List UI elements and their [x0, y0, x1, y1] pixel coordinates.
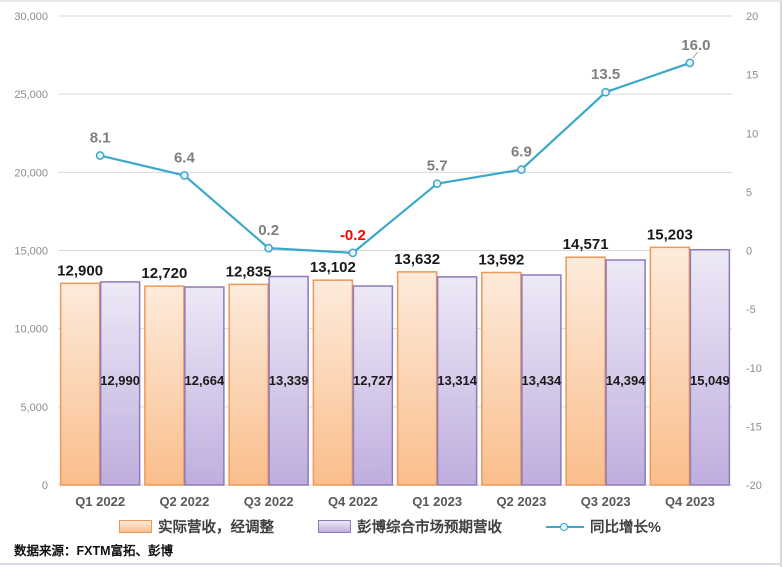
svg-text:20: 20 [746, 11, 758, 23]
actual-revenue-bar-swatch-icon [119, 520, 153, 533]
svg-text:Q4 2022: Q4 2022 [328, 494, 378, 509]
svg-text:-5: -5 [746, 304, 756, 316]
svg-text:-20: -20 [746, 480, 762, 492]
chart-legend: 实际营收，经调整 彭博综合市场预期营收 同比增长% [0, 516, 780, 537]
svg-text:12,900: 12,900 [57, 262, 103, 279]
svg-text:Q1 2022: Q1 2022 [75, 494, 125, 509]
svg-text:5,000: 5,000 [20, 402, 48, 414]
svg-text:13,632: 13,632 [394, 251, 440, 268]
svg-text:-10: -10 [746, 363, 762, 375]
svg-text:8.1: 8.1 [90, 130, 111, 147]
svg-text:15,000: 15,000 [14, 246, 48, 258]
svg-text:30,000: 30,000 [14, 11, 48, 23]
svg-text:-15: -15 [746, 421, 762, 433]
svg-text:0: 0 [746, 246, 752, 258]
svg-text:12,990: 12,990 [100, 373, 140, 388]
data-source-note: 数据来源：FXTM富拓、彭博 [14, 544, 174, 558]
svg-text:Q3 2023: Q3 2023 [581, 494, 631, 509]
svg-text:13,339: 13,339 [269, 373, 309, 388]
page-bottom-divider [0, 563, 780, 565]
svg-text:10: 10 [746, 128, 758, 140]
svg-text:-0.2: -0.2 [340, 227, 366, 244]
svg-text:Q4 2023: Q4 2023 [665, 494, 715, 509]
svg-text:Q2 2023: Q2 2023 [496, 494, 546, 509]
svg-text:12,835: 12,835 [226, 263, 272, 280]
line-swatch-marker-icon [560, 522, 569, 531]
svg-text:20,000: 20,000 [14, 167, 48, 179]
svg-text:12,720: 12,720 [141, 265, 187, 282]
svg-text:13.5: 13.5 [591, 66, 620, 83]
svg-text:0: 0 [42, 480, 48, 492]
svg-text:6.9: 6.9 [511, 144, 532, 161]
svg-text:5: 5 [746, 187, 752, 199]
legend-label-actual-revenue: 实际营收，经调整 [158, 520, 275, 536]
svg-text:6.4: 6.4 [174, 149, 196, 166]
svg-text:Q2 2022: Q2 2022 [159, 494, 209, 509]
svg-text:14,571: 14,571 [563, 236, 609, 253]
legend-label-estimate-revenue: 彭博综合市场预期营收 [357, 520, 503, 536]
yoy-growth-line-swatch-icon [546, 520, 585, 533]
svg-text:14,394: 14,394 [606, 373, 647, 388]
svg-text:16.0: 16.0 [681, 37, 710, 54]
svg-text:5.7: 5.7 [427, 158, 448, 175]
legend-item-estimate-revenue: 彭博综合市场预期营收 [318, 516, 502, 537]
svg-text:12,727: 12,727 [353, 373, 393, 388]
svg-text:13,314: 13,314 [437, 373, 478, 388]
revenue-vs-estimate-combo-chart: 0 5,000 10,000 15,000 20,000 25,000 30,000 -20 -… [14, 11, 762, 509]
legend-item-yoy-growth: 同比增长% [546, 516, 661, 537]
legend-label-yoy-growth: 同比增长% [590, 520, 661, 536]
svg-text:15,203: 15,203 [647, 226, 693, 243]
svg-text:25,000: 25,000 [14, 89, 48, 101]
svg-text:Q1 2023: Q1 2023 [412, 494, 462, 509]
svg-text:12,664: 12,664 [184, 373, 225, 388]
svg-text:10,000: 10,000 [14, 324, 48, 336]
svg-text:13,102: 13,102 [310, 259, 356, 276]
svg-text:13,592: 13,592 [478, 252, 524, 269]
svg-text:0.2: 0.2 [258, 222, 279, 239]
svg-text:15,049: 15,049 [690, 373, 730, 388]
svg-text:15: 15 [746, 70, 758, 82]
legend-item-actual-revenue: 实际营收，经调整 [119, 516, 274, 537]
estimate-revenue-bar-swatch-icon [318, 520, 352, 533]
svg-text:Q3 2022: Q3 2022 [244, 494, 294, 509]
svg-text:13,434: 13,434 [521, 373, 562, 388]
